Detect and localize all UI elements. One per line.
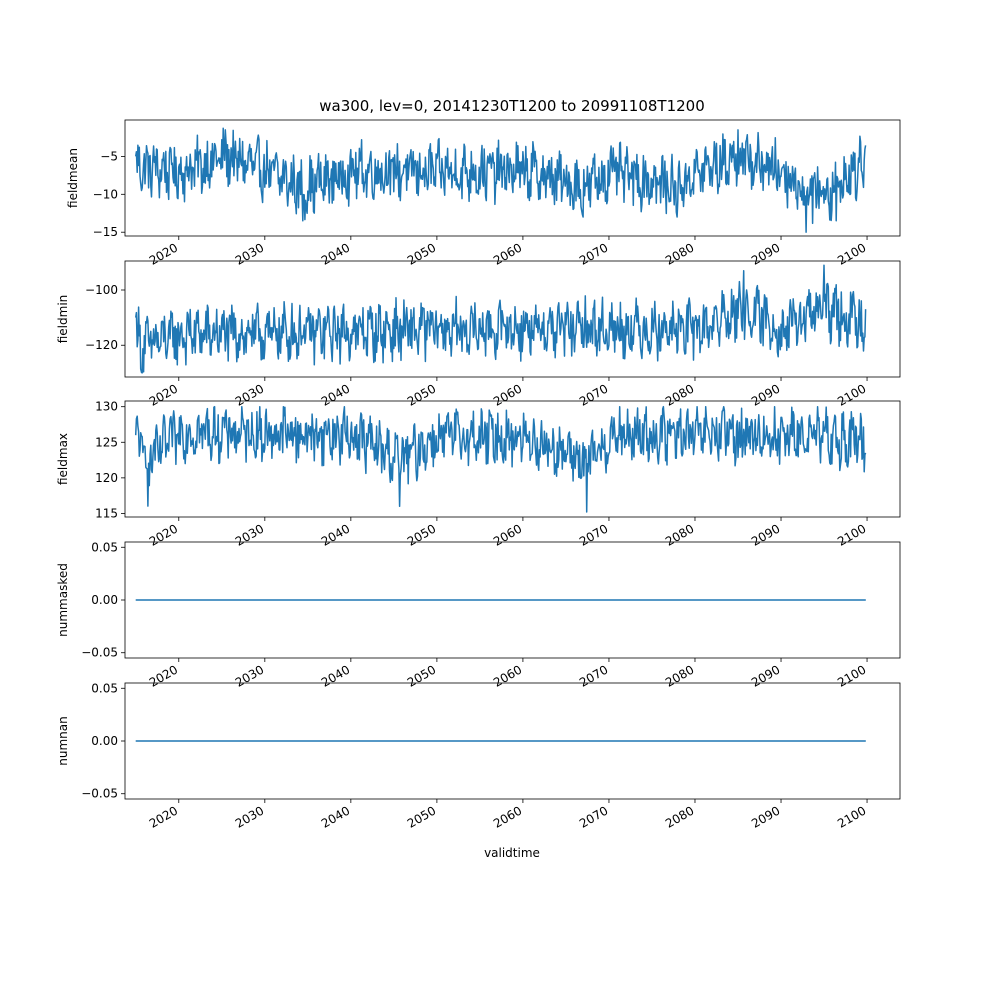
fieldmax-ytick-label: 130: [95, 400, 118, 414]
fieldmean-xtick-label: 2070: [577, 240, 610, 267]
chart-title: wa300, lev=0, 20141230T1200 to 20991108T…: [319, 97, 705, 115]
nummasked-xtick-label: 2050: [405, 662, 438, 689]
nummasked-xtick-label: 2090: [749, 662, 782, 689]
fieldmean-xtick-label: 2050: [405, 240, 438, 267]
fieldmax-xtick-label: 2070: [577, 521, 610, 548]
fieldmean-y-axis-label: fieldmean: [66, 148, 80, 208]
fieldmax-ytick-label: 115: [95, 506, 118, 520]
fieldmax-xtick-label: 2080: [663, 521, 696, 548]
fieldmin-xtick-label: 2060: [491, 381, 524, 408]
fieldmax-xtick-label: 2090: [749, 521, 782, 548]
numnan-xtick-label: 2050: [405, 803, 438, 830]
nummasked-xtick-label: 2040: [319, 662, 352, 689]
fieldmax-xtick-label: 2040: [319, 521, 352, 548]
fieldmax-y-axis-label: fieldmax: [56, 433, 70, 485]
fieldmin-xtick-label: 2090: [749, 381, 782, 408]
fieldmin-ytick-label: −120: [85, 338, 118, 352]
numnan-xtick-label: 2070: [577, 803, 610, 830]
numnan-xtick-label: 2080: [663, 803, 696, 830]
x-axis-label: validtime: [484, 846, 540, 860]
subplot-fieldmax: 115 120 125 130 fieldmax 2020 2030 2040 2050 2060…: [56, 400, 901, 549]
fieldmean-xtick-label: 2020: [147, 240, 180, 267]
fieldmean-ytick-label: −15: [93, 225, 118, 239]
numnan-xtick-label: 2100: [835, 803, 868, 830]
fieldmean-ytick-label: −10: [93, 187, 118, 201]
fieldmax-series-line: [134, 405, 867, 513]
nummasked-xtick-label: 2070: [577, 662, 610, 689]
fieldmax-xtick-label: 2060: [491, 521, 524, 548]
fieldmin-xtick-label: 2050: [405, 381, 438, 408]
numnan-ytick-label: 0.00: [91, 734, 118, 748]
fieldmax-xtick-label: 2020: [147, 521, 180, 548]
subplot-fieldmean: −15 −10 −5 fieldmean 2020 2030 2040 2050 2060 207…: [66, 119, 901, 268]
numnan-ytick-label: −0.05: [81, 787, 118, 801]
numnan-xtick-label: 2030: [233, 803, 266, 830]
fieldmax-xtick-label: 2030: [233, 521, 266, 548]
nummasked-xtick-label: 2100: [835, 662, 868, 689]
subplot-numnan: −0.05 0.00 0.05 numnan 2020 2030 2040 2050 2060 2…: [56, 681, 901, 831]
fieldmin-xtick-label: 2070: [577, 381, 610, 408]
fieldmean-ytick-label: −5: [100, 149, 118, 163]
fieldmax-ytick-label: 120: [95, 471, 118, 485]
numnan-xtick-label: 2020: [147, 803, 180, 830]
fieldmin-series-line: [134, 264, 867, 374]
nummasked-xtick-label: 2060: [491, 662, 524, 689]
fieldmean-xtick-label: 2030: [233, 240, 266, 267]
fieldmin-xtick-label: 2020: [147, 381, 180, 408]
subplot-fieldmin: −120 −100 fieldmin 2020 2030 2040 2050 2060 2070…: [56, 260, 901, 409]
fieldmax-xtick-label: 2100: [835, 521, 868, 548]
fieldmax-ytick-label: 125: [95, 435, 118, 449]
numnan-ytick-label: 0.05: [91, 681, 118, 695]
fieldmin-ytick-label: −100: [85, 283, 118, 297]
numnan-xtick-label: 2040: [319, 803, 352, 830]
fieldmean-xtick-label: 2090: [749, 240, 782, 267]
nummasked-ytick-label: 0.00: [91, 593, 118, 607]
nummasked-xtick-label: 2020: [147, 662, 180, 689]
nummasked-ytick-label: −0.05: [81, 646, 118, 660]
fieldmin-xtick-label: 2040: [319, 381, 352, 408]
fieldmean-xtick-label: 2080: [663, 240, 696, 267]
fieldmean-xtick-label: 2060: [491, 240, 524, 267]
fieldmean-xtick-label: 2040: [319, 240, 352, 267]
numnan-xtick-label: 2090: [749, 803, 782, 830]
fieldmean-xtick-label: 2100: [835, 240, 868, 267]
fieldmin-xtick-label: 2030: [233, 381, 266, 408]
numnan-y-axis-label: numnan: [56, 716, 70, 765]
fieldmean-series-line: [134, 127, 867, 233]
numnan-xtick-label: 2060: [491, 803, 524, 830]
fieldmax-xtick-label: 2050: [405, 521, 438, 548]
fieldmin-xtick-label: 2080: [663, 381, 696, 408]
fieldmin-axes-frame: [124, 260, 901, 378]
nummasked-ytick-label: 0.05: [91, 540, 118, 554]
nummasked-xtick-label: 2030: [233, 662, 266, 689]
fieldmin-y-axis-label: fieldmin: [56, 295, 70, 344]
fieldmean-axes-frame: [124, 119, 901, 237]
nummasked-y-axis-label: nummasked: [56, 563, 70, 637]
subplot-nummasked: −0.05 0.00 0.05 nummasked 2020 2030 2040 2050 20…: [56, 540, 901, 690]
fieldmin-xtick-label: 2100: [835, 381, 868, 408]
fieldmax-axes-frame: [124, 400, 901, 518]
nummasked-xtick-label: 2080: [663, 662, 696, 689]
